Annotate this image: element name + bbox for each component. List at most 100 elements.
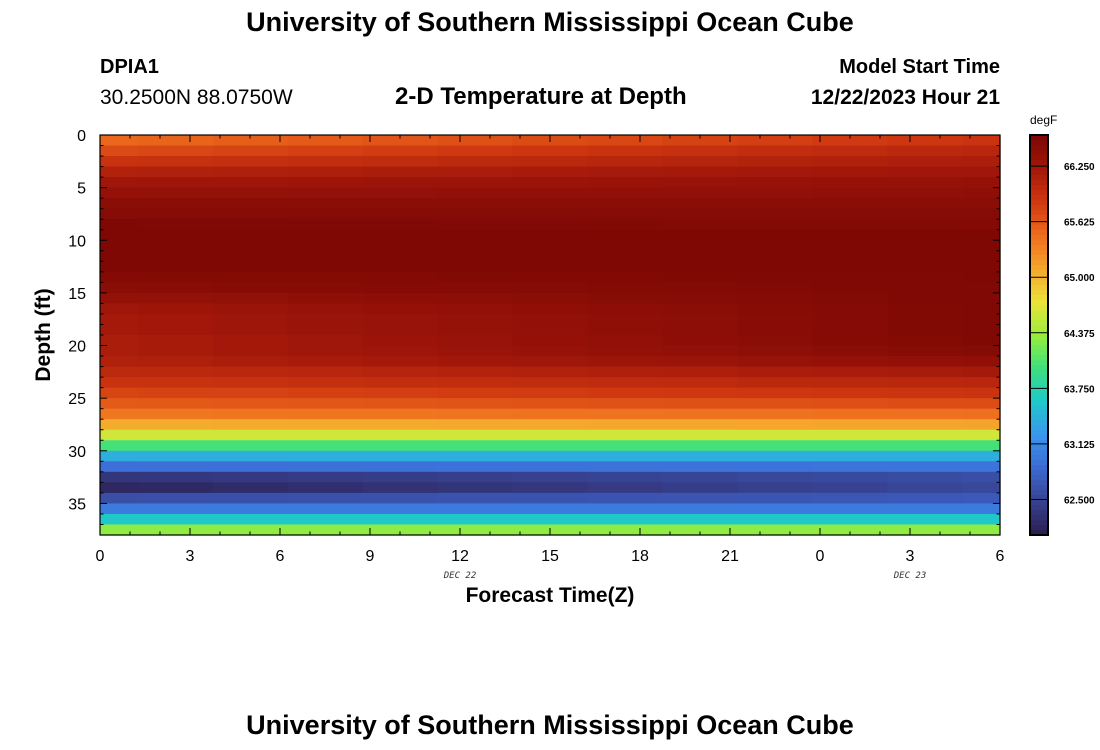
heatmap-cell xyxy=(962,366,1001,378)
heatmap-cell xyxy=(437,208,514,220)
colorbar-segment xyxy=(1030,215,1048,221)
heatmap-cell xyxy=(137,208,214,220)
colorbar-segment xyxy=(1030,390,1048,396)
heatmap-cell xyxy=(887,429,964,441)
heatmap-cell xyxy=(587,450,664,462)
heatmap-cell xyxy=(662,303,739,315)
heatmap-cell xyxy=(587,524,664,536)
heatmap-cell xyxy=(362,492,439,505)
heatmap-cell xyxy=(137,292,214,305)
heatmap-cell xyxy=(662,408,739,420)
colorbar-segment xyxy=(1030,385,1048,391)
heatmap-cell xyxy=(100,377,139,389)
colorbar-tick-label: 63.125 xyxy=(1064,440,1095,451)
heatmap-cell xyxy=(100,524,139,536)
heatmap-cell xyxy=(887,335,964,347)
heatmap-cell xyxy=(587,135,664,147)
colorbar-segment xyxy=(1030,315,1048,321)
heatmap-cell xyxy=(962,387,1001,399)
heatmap-cell xyxy=(962,324,1001,336)
colorbar-segment xyxy=(1030,375,1048,381)
heatmap-cell xyxy=(737,356,814,368)
heatmap-cell xyxy=(512,219,589,231)
heatmap-cell xyxy=(737,450,814,462)
heatmap-cell xyxy=(100,240,139,252)
heatmap-cell xyxy=(362,261,439,273)
heatmap-cell xyxy=(887,356,964,368)
heatmap-cell xyxy=(887,450,964,462)
heatmap-cell xyxy=(512,513,589,526)
heatmap-cell xyxy=(437,366,514,378)
colorbar-segment xyxy=(1030,515,1048,521)
heatmap-cell xyxy=(962,408,1001,420)
colorbar-segment xyxy=(1030,275,1048,281)
heatmap-cell xyxy=(100,135,139,147)
x-date-label: DEC 22 xyxy=(443,571,477,581)
colorbar-segment xyxy=(1030,145,1048,151)
heatmap-cell xyxy=(362,198,439,210)
heatmap-cell xyxy=(287,219,364,231)
heatmap-cell xyxy=(362,366,439,378)
heatmap-cell xyxy=(512,271,589,283)
heatmap-cell xyxy=(362,219,439,231)
colorbar-segment xyxy=(1030,230,1048,236)
heatmap-cell xyxy=(737,335,814,347)
heatmap-cell xyxy=(137,303,214,315)
heatmap-cell xyxy=(437,408,514,420)
heatmap-cell xyxy=(662,177,739,189)
heatmap-cell xyxy=(587,219,664,231)
heatmap-cell xyxy=(512,387,589,399)
heatmap-cell xyxy=(512,282,589,294)
colorbar-segment xyxy=(1030,190,1048,196)
heatmap-cell xyxy=(662,429,739,441)
heatmap-cell xyxy=(662,419,739,431)
heatmap-cell xyxy=(812,461,889,473)
heatmap-cell xyxy=(737,156,814,168)
heatmap-cell xyxy=(212,303,289,315)
heatmap-cell xyxy=(437,229,514,241)
heatmap-cell xyxy=(662,524,739,536)
heatmap-cell xyxy=(512,440,589,452)
heatmap-cell xyxy=(887,387,964,399)
x-tick-label: 0 xyxy=(96,548,105,565)
heatmap-cell xyxy=(212,450,289,462)
heatmap-cell xyxy=(437,135,514,147)
heatmap-cell xyxy=(512,450,589,462)
heatmap-cell xyxy=(437,250,514,262)
heatmap-cell xyxy=(100,166,139,178)
heatmap-cell xyxy=(962,229,1001,241)
heatmap-cell xyxy=(587,166,664,178)
heatmap-cell xyxy=(587,292,664,305)
heatmap-cell xyxy=(962,356,1001,368)
heatmap-cell xyxy=(512,250,589,262)
heatmap-cell xyxy=(812,229,889,241)
heatmap-cell xyxy=(287,429,364,441)
heatmap-cell xyxy=(287,229,364,241)
heatmap-cell xyxy=(587,408,664,420)
heatmap-cell xyxy=(362,461,439,473)
heatmap-cell xyxy=(137,513,214,526)
heatmap-cell xyxy=(212,377,289,389)
colorbar-segment xyxy=(1030,460,1048,466)
heatmap-cell xyxy=(812,324,889,336)
heatmap-cell xyxy=(587,503,664,515)
heatmap-cell xyxy=(587,177,664,189)
heatmap-cell xyxy=(662,335,739,347)
colorbar-segment xyxy=(1030,470,1048,476)
colorbar-segment xyxy=(1030,185,1048,191)
heatmap-cell xyxy=(587,419,664,431)
heatmap-cell xyxy=(887,187,964,199)
x-tick-label: 12 xyxy=(451,548,469,565)
heatmap-cell xyxy=(362,313,439,326)
heatmap-cell xyxy=(812,429,889,441)
heatmap-cell xyxy=(587,492,664,505)
colorbar-tick-label: 65.625 xyxy=(1064,218,1095,229)
heatmap-cell xyxy=(812,335,889,347)
y-axis-label: Depth (ft) xyxy=(32,288,55,382)
heatmap-cell xyxy=(887,208,964,220)
heatmap-cell xyxy=(737,261,814,273)
heatmap-cell xyxy=(962,135,1001,147)
colorbar-segment xyxy=(1030,480,1048,486)
heatmap-cell xyxy=(100,471,139,483)
colorbar-segment xyxy=(1030,150,1048,156)
